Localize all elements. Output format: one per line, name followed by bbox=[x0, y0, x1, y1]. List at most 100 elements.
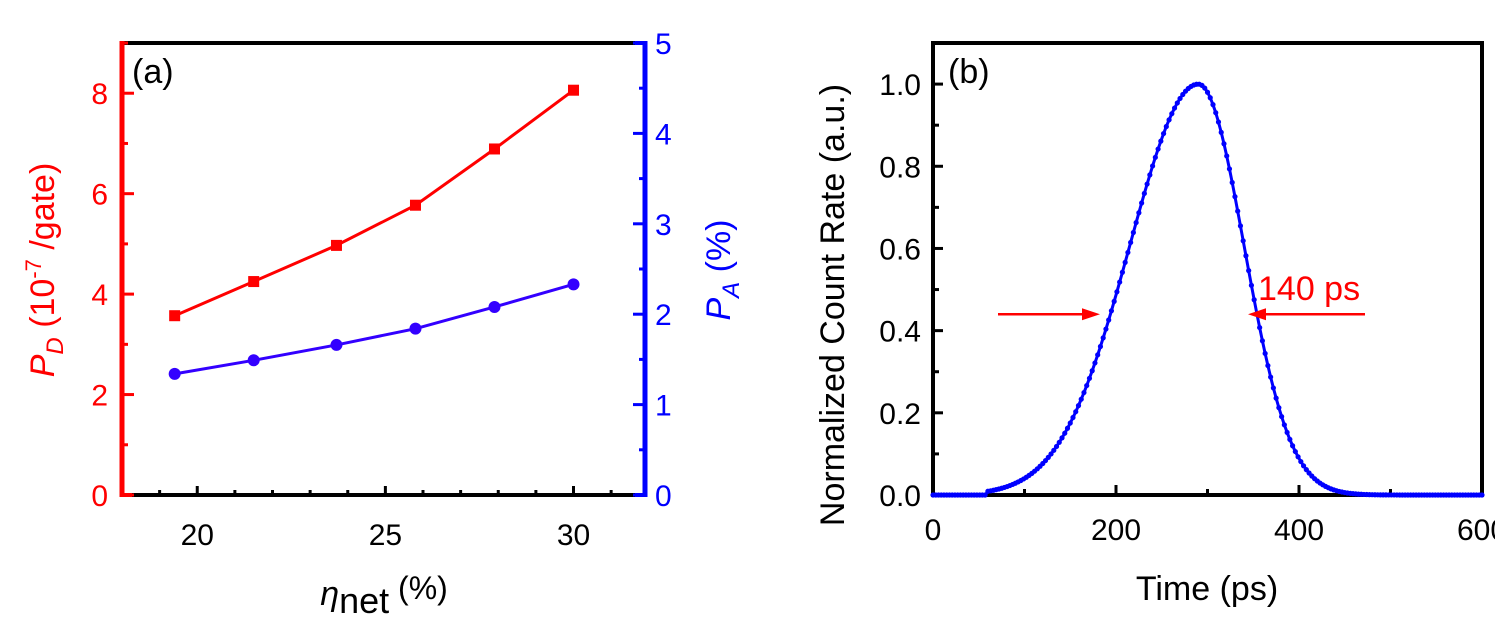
y-tick-label: 0.2 bbox=[879, 398, 921, 431]
data-point bbox=[1081, 389, 1087, 396]
data-point-circle bbox=[247, 354, 260, 367]
left-y-tick-label: 8 bbox=[91, 78, 108, 111]
data-point bbox=[1095, 352, 1101, 358]
panel-label-a: (a) bbox=[132, 53, 174, 91]
data-point bbox=[1089, 368, 1095, 374]
y-tick-label: 0.4 bbox=[879, 316, 921, 349]
y-axis-title: Normalized Count Rate (a.u.) bbox=[814, 84, 852, 526]
data-point bbox=[1111, 298, 1117, 304]
data-point-circle bbox=[409, 322, 422, 335]
data-point bbox=[1240, 238, 1246, 244]
data-point bbox=[1136, 210, 1142, 216]
data-point bbox=[1276, 405, 1282, 411]
data-point-circle bbox=[567, 278, 580, 291]
data-point bbox=[1056, 439, 1062, 445]
data-point bbox=[1259, 338, 1265, 344]
data-point bbox=[1171, 105, 1178, 111]
plot-frame bbox=[931, 41, 1484, 497]
data-point bbox=[1224, 153, 1230, 159]
data-point bbox=[1067, 420, 1073, 426]
data-point bbox=[1229, 179, 1235, 186]
right-y-tick-label: 1 bbox=[655, 390, 672, 423]
y-tick-label: 0.6 bbox=[879, 233, 921, 266]
data-point bbox=[1300, 463, 1307, 469]
data-point bbox=[1108, 308, 1115, 314]
data-point-square bbox=[169, 310, 181, 322]
data-point bbox=[1103, 326, 1109, 332]
right-y-tick-label: 5 bbox=[655, 28, 672, 61]
right-y-axis-title: PA (%) bbox=[700, 219, 745, 320]
panel-b-chart: 0 200 400 600 0.0 0.2 0.4 0.6 0.8 1.0 140 ps (b) Tim… bbox=[814, 41, 1495, 608]
data-point bbox=[1174, 100, 1180, 106]
y-tick-label: 1.0 bbox=[879, 69, 921, 102]
data-point bbox=[1298, 458, 1304, 465]
data-point bbox=[1084, 382, 1090, 389]
data-point-circle bbox=[330, 338, 343, 351]
left-y-tick-label: 4 bbox=[91, 279, 108, 312]
data-point bbox=[1262, 350, 1268, 357]
data-point bbox=[1075, 403, 1082, 409]
data-point bbox=[1119, 269, 1126, 275]
data-point bbox=[1078, 396, 1084, 402]
data-point bbox=[1122, 259, 1128, 265]
x-tick-label: 400 bbox=[1274, 514, 1324, 547]
data-point bbox=[1155, 146, 1161, 152]
data-point bbox=[1051, 447, 1057, 453]
data-point bbox=[1246, 268, 1252, 274]
data-point bbox=[1152, 154, 1158, 160]
data-point bbox=[982, 492, 988, 498]
data-point bbox=[1284, 429, 1290, 436]
fwhm-annotation: 140 ps bbox=[1258, 270, 1360, 308]
x-tick-label: 30 bbox=[557, 519, 590, 552]
data-point-square bbox=[488, 143, 500, 155]
data-point bbox=[1125, 249, 1131, 256]
x-tick-label: 0 bbox=[925, 514, 942, 547]
right-y-tick-label: 4 bbox=[655, 118, 672, 151]
data-point bbox=[1130, 229, 1136, 236]
data-point bbox=[1160, 130, 1167, 137]
left-y-tick-label: 2 bbox=[91, 380, 108, 413]
left-y-axis-title: PD (10-7 /gate) bbox=[21, 163, 69, 378]
x-tick-label: 200 bbox=[1091, 514, 1141, 547]
data-point bbox=[1150, 163, 1156, 169]
x-tick-label: 20 bbox=[181, 519, 214, 552]
data-point bbox=[1048, 451, 1054, 457]
data-point bbox=[1114, 289, 1120, 295]
data-point bbox=[1226, 166, 1233, 172]
data-point bbox=[1163, 123, 1169, 130]
series-line-P_A bbox=[174, 282, 574, 376]
data-point bbox=[1169, 111, 1175, 117]
data-point bbox=[1144, 181, 1150, 187]
data-point bbox=[1166, 117, 1172, 123]
data-point-square bbox=[568, 84, 580, 96]
y-tick-label: 0.8 bbox=[879, 151, 921, 184]
data-point bbox=[1086, 375, 1093, 381]
data-point bbox=[1289, 443, 1296, 449]
data-point bbox=[1243, 253, 1249, 259]
data-point bbox=[1106, 317, 1112, 323]
data-point bbox=[1281, 422, 1287, 428]
right-y-tick-label: 2 bbox=[655, 299, 672, 332]
data-point bbox=[1251, 297, 1257, 303]
data-point bbox=[1070, 414, 1076, 421]
data-point bbox=[1270, 385, 1276, 391]
data-point bbox=[1213, 110, 1219, 116]
data-point bbox=[1207, 95, 1213, 101]
right-y-tick-label: 3 bbox=[655, 209, 672, 242]
data-point-circle bbox=[168, 367, 181, 380]
data-point bbox=[1062, 430, 1068, 436]
data-point bbox=[1139, 200, 1145, 206]
data-point bbox=[1092, 360, 1098, 366]
x-axis-title: ηnet (%) bbox=[320, 570, 448, 621]
data-point bbox=[1204, 89, 1211, 95]
data-point bbox=[1117, 279, 1123, 285]
data-point bbox=[1235, 208, 1241, 214]
data-point bbox=[1273, 395, 1279, 401]
data-point-circle bbox=[488, 300, 501, 313]
data-point-square bbox=[330, 239, 342, 251]
panel-a-chart: 20 25 30 0 2 4 6 8 0 1 2 3 4 5 (a) ηnet (%) PD (10-7 /ga… bbox=[21, 28, 745, 621]
count-rate-curve bbox=[933, 82, 1482, 497]
right-y-tick-label: 0 bbox=[655, 480, 672, 513]
x-axis-title: Time (ps) bbox=[1136, 570, 1278, 608]
data-point bbox=[1128, 239, 1134, 246]
